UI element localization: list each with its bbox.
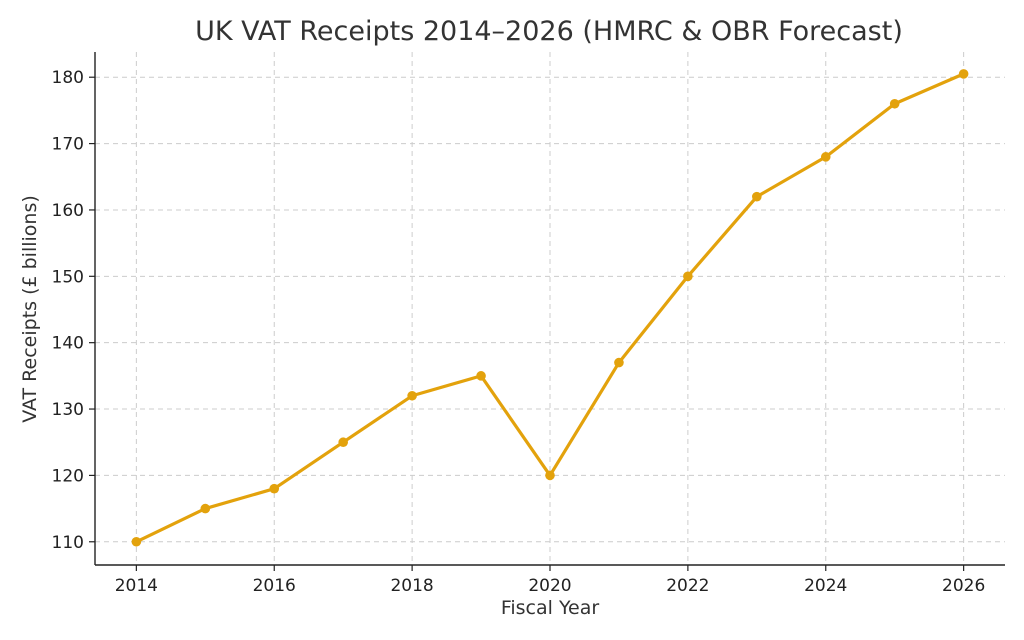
y-axis-ticks: 110 120 130 140 150 160 170 180 bbox=[52, 68, 95, 553]
x-axis-label: Fiscal Year bbox=[501, 597, 600, 619]
grid bbox=[95, 52, 1005, 565]
data-point bbox=[269, 483, 280, 494]
x-tick-label: 2020 bbox=[528, 576, 571, 596]
y-tick-label: 140 bbox=[52, 334, 84, 354]
data-point bbox=[683, 271, 693, 282]
x-tick-label: 2026 bbox=[942, 576, 985, 596]
data-point bbox=[200, 503, 211, 514]
data-point bbox=[889, 98, 900, 109]
data-point bbox=[476, 371, 486, 381]
data-point bbox=[131, 536, 142, 547]
data-point bbox=[820, 152, 831, 162]
y-tick-label: 110 bbox=[52, 533, 84, 553]
y-tick-label: 180 bbox=[52, 68, 84, 88]
data-point bbox=[958, 69, 969, 79]
chart-title: UK VAT Receipts 2014–2026 (HMRC & OBR Fo… bbox=[195, 16, 903, 47]
x-tick-label: 2014 bbox=[115, 576, 158, 596]
y-tick-label: 150 bbox=[52, 267, 84, 287]
x-tick-label: 2016 bbox=[253, 576, 296, 596]
data-point bbox=[545, 470, 555, 481]
y-tick-label: 120 bbox=[52, 466, 84, 486]
y-tick-label: 160 bbox=[52, 201, 84, 221]
data-point bbox=[614, 357, 624, 368]
x-tick-label: 2022 bbox=[666, 576, 709, 596]
y-tick-label: 170 bbox=[52, 135, 84, 155]
y-tick-label: 130 bbox=[52, 400, 84, 420]
y-axis-label: VAT Receipts (£ billions) bbox=[19, 195, 41, 423]
data-point bbox=[407, 390, 417, 401]
x-axis-ticks: 2014 2016 2018 2020 2022 2024 2026 bbox=[115, 565, 985, 596]
data-point bbox=[338, 437, 348, 448]
data-point bbox=[752, 191, 762, 202]
x-tick-label: 2018 bbox=[390, 576, 433, 596]
series-layer bbox=[131, 69, 969, 547]
x-tick-label: 2024 bbox=[804, 576, 847, 596]
